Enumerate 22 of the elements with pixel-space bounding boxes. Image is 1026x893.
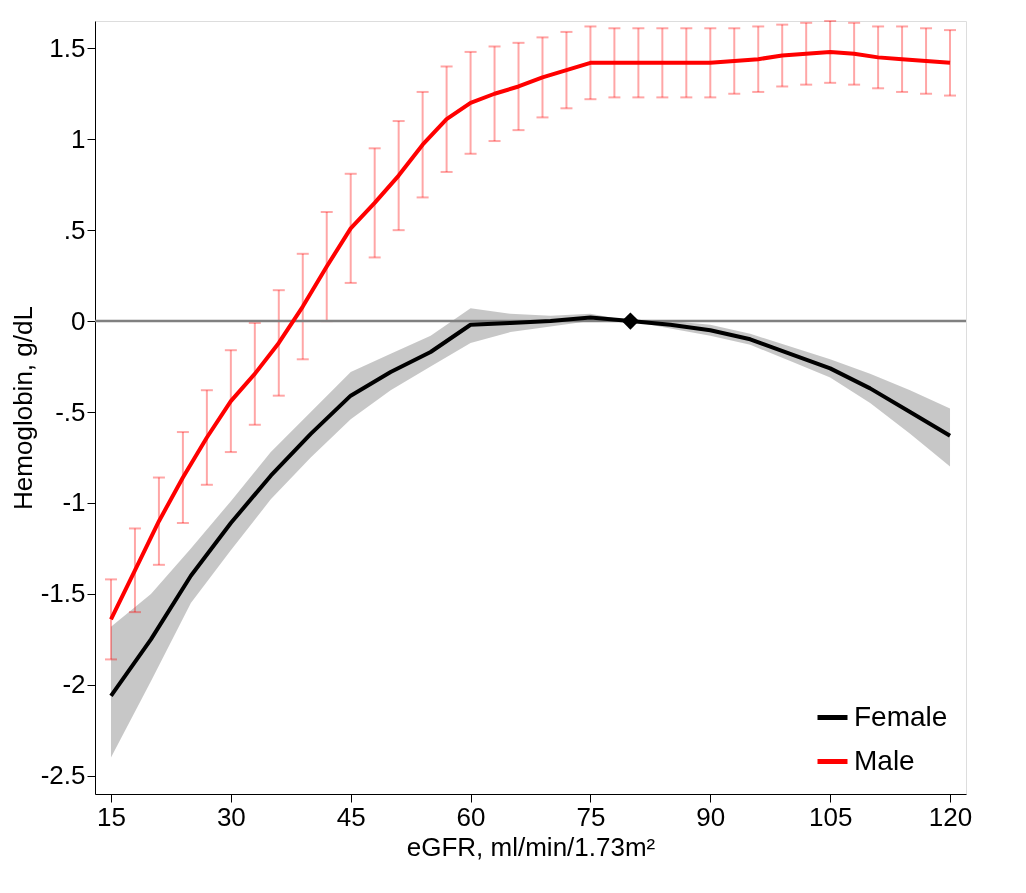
x-tick-label: 120 [928, 801, 973, 832]
legend-label: Female [854, 700, 948, 732]
y-tick-label: -1 [62, 487, 86, 518]
x-tick-label: 90 [696, 801, 726, 832]
y-tick-label: -.5 [55, 396, 86, 427]
y-tick-label: .5 [63, 214, 86, 245]
x-tick-label: 60 [456, 801, 486, 832]
y-tick-label: 0 [71, 305, 86, 336]
y-tick-label: 1 [71, 123, 86, 154]
x-axis-title: eGFR, ml/min/1.73m² [406, 831, 656, 862]
x-tick-label: 45 [336, 801, 366, 832]
x-tick-label: 15 [97, 801, 126, 832]
x-tick-label: 105 [808, 801, 853, 832]
y-tick-label: -2.5 [40, 760, 86, 791]
y-axis-title: Hemoglobin, g/dL [7, 306, 38, 510]
y-tick-label: -1.5 [40, 578, 86, 609]
y-tick-label: 1.5 [49, 32, 86, 63]
x-tick-label: 30 [216, 801, 246, 832]
x-tick-label: 75 [576, 801, 606, 832]
legend-label: Male [854, 744, 915, 776]
line-series [108, 49, 953, 622]
y-tick-label: -2 [62, 669, 86, 700]
